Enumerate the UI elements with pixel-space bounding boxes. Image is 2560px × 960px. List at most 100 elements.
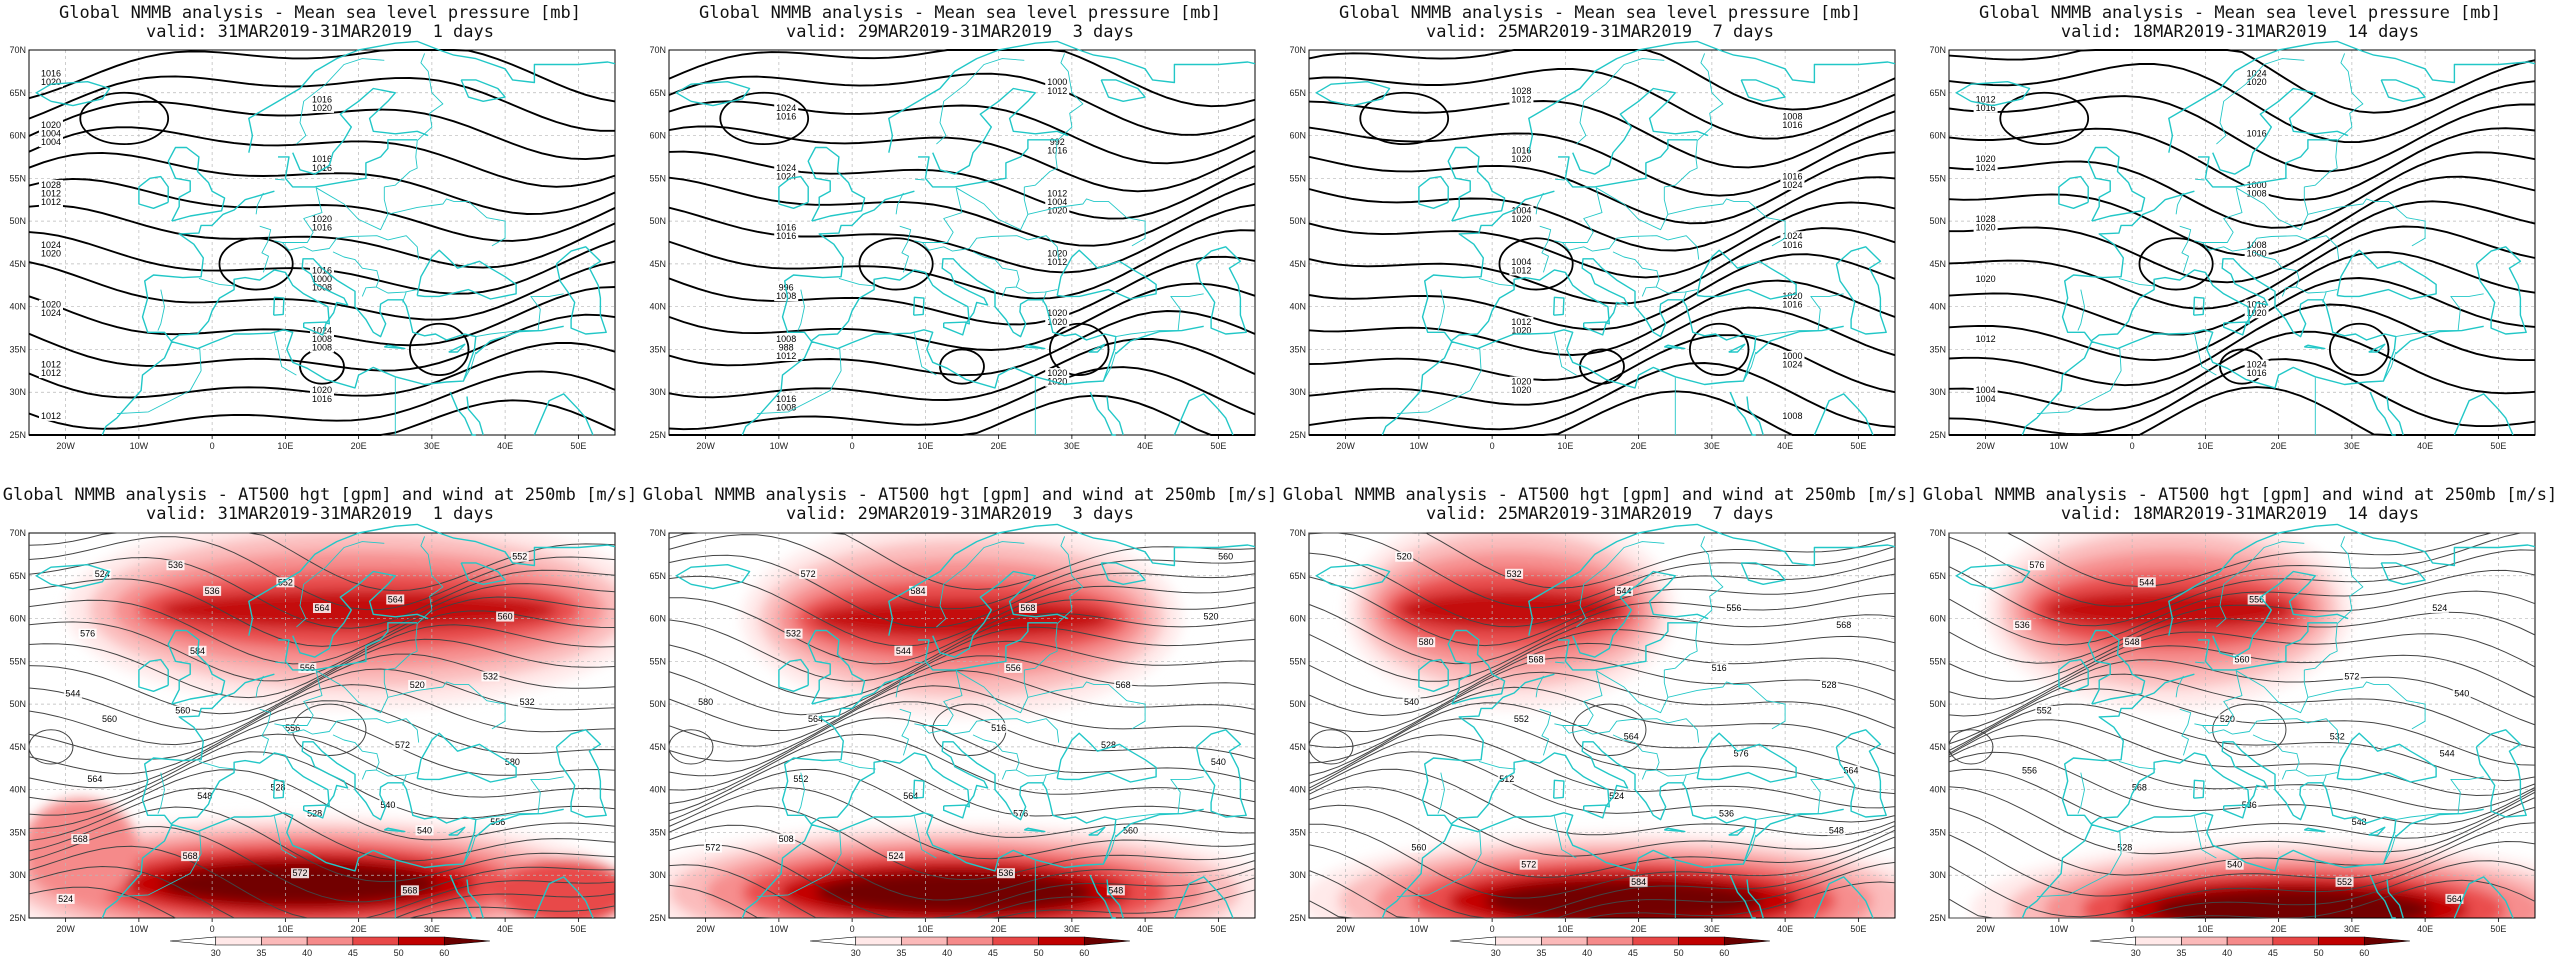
latitude-tick-label: 65N [1289,571,1306,581]
isobar-value-label: 1020 [1782,291,1802,301]
height-value-label: 548 [197,791,212,801]
latitude-tick-label: 60N [1929,614,1946,624]
forecast-column-3: Global NMMB analysis - Mean sea level pr… [1280,0,1920,960]
colorbar-swatch [1541,936,1588,946]
isobar-labels: 1004100810121016102010241028102010161000… [1509,85,1805,421]
colorbar-swatch [1723,936,1771,946]
map-title: Global NMMB analysis - Mean sea level pr… [1339,3,1861,23]
longitude-tick-label: 0 [850,441,855,451]
colorbar-swatch [1586,936,1634,946]
height-value-label: 560 [1218,552,1233,562]
latitude-tick-label: 70N [649,528,666,538]
latitude-tick-label: 70N [1929,45,1946,55]
height-value-label: 544 [2139,577,2154,587]
isobar-value-label: 1024 [1782,231,1802,241]
isobar-value-label: 1012 [41,411,61,421]
height-value-label: 552 [2337,877,2352,887]
valid-period: valid: 29MAR2019-31MAR2019 3 days [786,22,1134,42]
valid-period: valid: 31MAR2019-31MAR2019 1 days [146,504,494,524]
isobar-value-label: 1020 [1047,368,1067,378]
isobar-value-label: 1024 [2247,69,2267,79]
height-labels: 524 528 532 536 540 544 552 556 560 564 568 556 560 5… [56,551,537,904]
latitude-tick-label: 55N [1929,656,1946,666]
longitude-tick-label: 0 [2130,924,2135,934]
isobar-layer [1308,49,1896,436]
latitude-tick-label: 55N [649,656,666,666]
latitude-tick-label: 50N [1929,216,1946,226]
map-frame [1948,49,2536,436]
latitude-tick-label: 60N [649,614,666,624]
valid-period: valid: 25MAR2019-31MAR2019 7 days [1426,22,1774,42]
colorbar-tick-label: 30 [211,948,221,958]
longitude-tick-label: 10W [770,441,789,451]
height-value-label: 560 [102,714,117,724]
isobar-value-label: 1012 [41,360,61,370]
map-title: Global NMMB analysis - AT500 hgt [gpm] a… [2,485,638,505]
isobar-value-label: 1008 [776,334,796,344]
height-value-label: 532 [1507,569,1522,579]
isobar-value-label: 1016 [1782,171,1802,181]
height-value-label: 584 [911,586,926,596]
mslp-title: Global NMMB analysis - Mean sea level pr… [0,4,640,42]
height-value-label: 572 [801,569,816,579]
longitude-tick-label: 40E [2417,441,2433,451]
longitude-tick-label: 20W [696,441,715,451]
isobar-value-label: 1024 [776,171,796,181]
colorbar-tick-label: 50 [1034,948,1044,958]
isobar-value-label: 1016 [312,265,332,275]
colorbar-swatch [2318,936,2365,946]
height-value-label: 568 [402,885,417,895]
isobar-value-label: 1024 [1782,180,1802,190]
isobar-value-label: 1020 [1047,377,1067,387]
isobar-value-label: 1008 [312,342,332,352]
height-value-label: 528 [2117,843,2132,853]
map-title: Global NMMB analysis - Mean sea level pr… [699,3,1221,23]
isobar-value-label: 1008 [2247,240,2267,250]
isobar-value-label: 1020 [1511,377,1531,387]
height-value-label: 532 [786,629,801,639]
isobar-value-label: 1016 [312,94,332,104]
isobar-value-label: 1020 [2247,308,2267,318]
longitude-tick-label: 10E [917,924,933,934]
forecast-column-4: Global NMMB analysis - Mean sea level pr… [1920,0,2560,960]
colorbar-swatch [306,936,354,946]
height-value-label: 532 [2330,731,2345,741]
height-value-label: 524 [58,894,73,904]
colorbar-swatch [1678,936,1725,946]
height-value-label: 564 [314,603,329,613]
longitude-tick-label: 10W [770,924,789,934]
graticule [1949,533,2535,918]
isobar-value-label: 1008 [1782,111,1802,121]
longitude-tick-label: 40E [1777,441,1793,451]
isobar-value-label: 1024 [41,308,61,318]
colorbar-tick-label: 30 [2131,948,2141,958]
colorbar-tick-label: 50 [394,948,404,958]
longitude-tick-label: 20E [1631,924,1647,934]
latitude-tick-label: 70N [1289,45,1306,55]
colorbar-swatch [1495,936,1542,946]
height-value-label: 520 [1204,612,1219,622]
height-value-label: 576 [80,629,95,639]
height-value-label: 560 [175,706,190,716]
height-value-label: 536 [1719,808,1734,818]
height-value-label: 516 [1712,663,1727,673]
height-value-label: 528 [307,808,322,818]
isobar-value-label: 1016 [776,223,796,233]
valid-period: valid: 18MAR2019-31MAR2019 14 days [2060,504,2420,524]
colorbar-tick-label: 45 [348,948,358,958]
colorbar-swatch [946,936,994,946]
longitude-tick-label: 30E [1064,441,1080,451]
isobar-value-label: 1020 [1511,154,1531,164]
longitude-tick-label: 10E [2197,924,2213,934]
height-value-label: 540 [380,800,395,810]
height-value-label: 576 [1734,748,1749,758]
isobar-value-label: 1016 [776,111,796,121]
latitude-tick-label: 65N [9,571,26,581]
height-value-label: 548 [1108,885,1123,895]
height-value-label: 572 [1521,860,1536,870]
height-value-label: 540 [417,825,432,835]
isobar-value-label: 1012 [1511,317,1531,327]
longitude-tick-label: 30E [1064,924,1080,934]
colorbar-tick-label: 45 [988,948,998,958]
longitude-tick-label: 40E [497,441,513,451]
